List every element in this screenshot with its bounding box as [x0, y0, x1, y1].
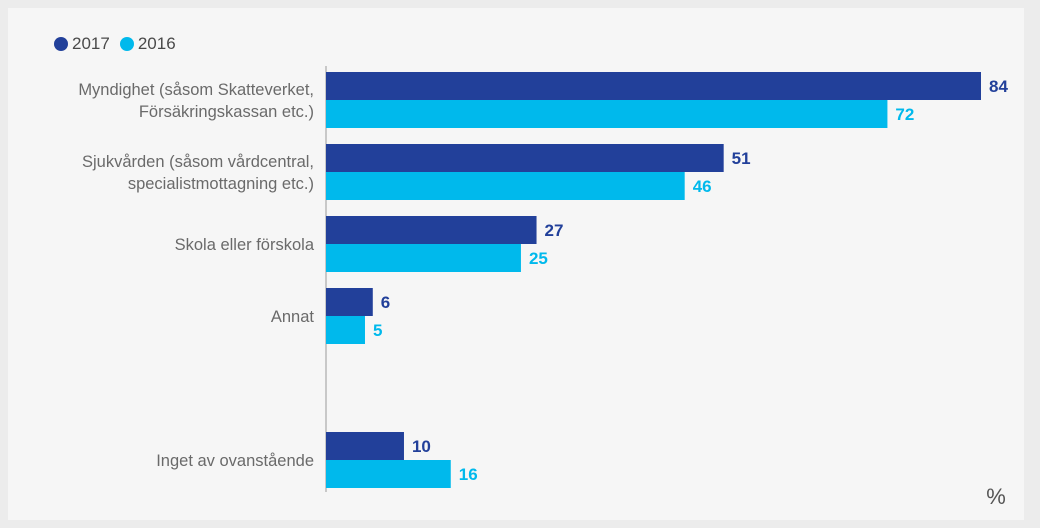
legend-entry-2017[interactable]: 2017 [54, 34, 110, 54]
category-label-3-0: Annat [271, 308, 315, 326]
legend-swatch-2017 [54, 37, 68, 51]
value-label-2017-0: 84 [989, 77, 1008, 96]
bar-2017-1 [326, 144, 724, 172]
category-label-1-0: Sjukvården (såsom vårdcentral, [82, 153, 314, 171]
value-label-2016-2: 25 [529, 249, 548, 268]
value-label-2016-1: 46 [693, 177, 712, 196]
legend-entry-2016[interactable]: 2016 [119, 34, 176, 54]
chart-legend: 2017 2016 [54, 34, 176, 54]
value-label-2016-0: 72 [895, 105, 914, 124]
value-label-2016-3: 5 [373, 321, 382, 340]
legend-label-2016: 2016 [137, 34, 176, 53]
category-label-0-0: Myndighet (såsom Skatteverket, [78, 81, 314, 99]
value-label-2017-2: 27 [545, 221, 564, 240]
legend-swatch-2016 [119, 37, 134, 51]
category-label-0-1: Försäkringskassan etc.) [139, 103, 314, 121]
bar-2016-4 [326, 460, 451, 488]
legend-label-2017: 2017 [72, 34, 110, 53]
category-label-1-1: specialistmottagning etc.) [128, 175, 314, 193]
category-label-2-0: Skola eller förskola [175, 236, 315, 254]
value-label-2016-4: 16 [459, 465, 478, 484]
value-label-2017-4: 10 [412, 437, 431, 456]
value-label-2017-3: 6 [381, 293, 390, 312]
bar-2016-3 [326, 316, 365, 344]
category-label-4-0: Inget av ovanstående [156, 452, 314, 470]
bar-2017-4 [326, 432, 404, 460]
bar-2017-2 [326, 216, 537, 244]
bar-2017-0 [326, 72, 981, 100]
bar-2016-1 [326, 172, 685, 200]
value-label-2017-1: 51 [732, 149, 751, 168]
bar-2017-3 [326, 288, 373, 316]
bar-2016-2 [326, 244, 521, 272]
unit-label: % [986, 484, 1006, 509]
bar-2016-0 [326, 100, 888, 128]
